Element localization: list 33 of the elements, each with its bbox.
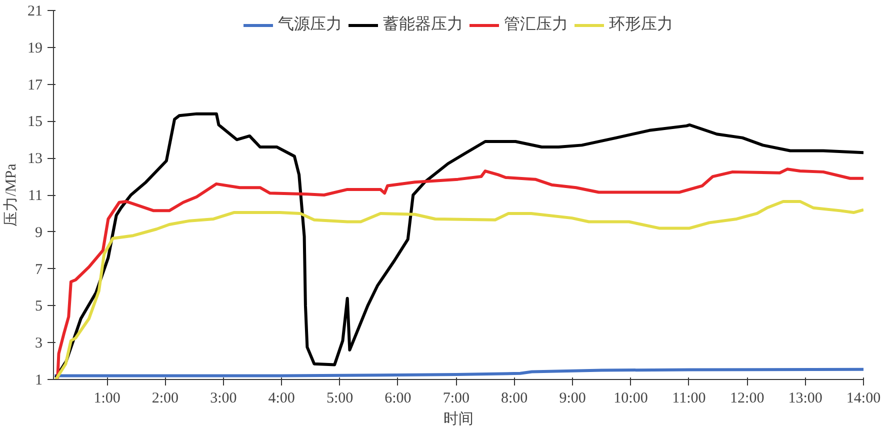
x-tick-label: 4:00 [268, 390, 295, 406]
y-tick-label: 15 [28, 114, 42, 130]
line-series [56, 168, 864, 380]
x-tick-label: 14:00 [846, 390, 881, 406]
y-axis-title: 压力/MPa [2, 163, 20, 226]
legend-label: 环形压力 [609, 14, 673, 35]
y-tick-label: 21 [28, 4, 42, 20]
x-tick-label: 7:00 [442, 390, 470, 406]
y-tick-label: 13 [28, 151, 42, 168]
x-tick-label: 10:00 [614, 390, 648, 406]
x-tick-label: 6:00 [384, 390, 412, 406]
legend-label: 蓄能器压力 [383, 14, 463, 35]
y-tick-label: 5 [35, 298, 42, 315]
x-tick-label: 12:00 [730, 390, 764, 406]
y-tick-label: 9 [35, 224, 42, 241]
legend-label: 管汇压力 [504, 14, 568, 35]
y-tick-label: 7 [35, 262, 43, 278]
x-tick-label: 1:00 [94, 390, 120, 406]
x-tick-label: 9:00 [559, 390, 586, 406]
y-tick-label: 19 [28, 40, 42, 56]
x-tick-label: 3:00 [210, 390, 237, 406]
y-tick-label: 11 [28, 188, 43, 204]
x-tick-label: 2:00 [152, 390, 179, 406]
x-tick-label: 11:00 [672, 390, 706, 406]
x-tick-label: 5:00 [326, 390, 354, 406]
y-tick-label: 17 [28, 77, 43, 94]
x-axis-title: 时间 [444, 410, 474, 428]
x-tick-label: 13:00 [788, 390, 822, 406]
y-tick-label: 3 [35, 336, 42, 352]
y-tick-label: 1 [35, 372, 42, 388]
line-series [54, 368, 864, 378]
legend-label: 气源压力 [278, 14, 342, 35]
x-tick-label: 8:00 [501, 390, 528, 406]
